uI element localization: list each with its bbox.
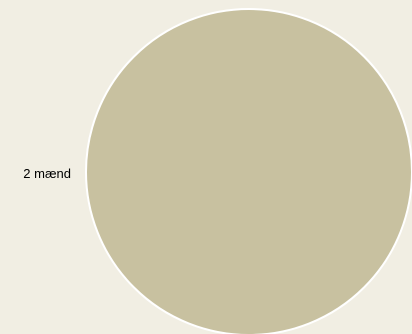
pie-slice-label: 2 mænd [23,166,71,181]
pie-slice [85,8,412,334]
